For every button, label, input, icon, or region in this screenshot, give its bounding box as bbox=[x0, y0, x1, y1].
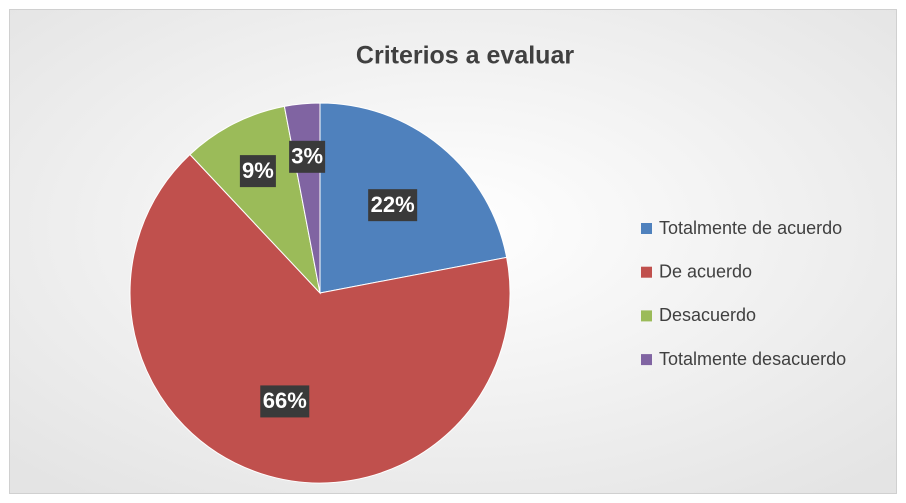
data-label-box bbox=[289, 140, 326, 173]
legend-swatch bbox=[641, 266, 652, 278]
legend-swatch bbox=[641, 354, 652, 366]
chart-title: Criterios a evaluar bbox=[356, 42, 574, 70]
pie-slice bbox=[189, 105, 321, 295]
data-label: 3% bbox=[291, 144, 323, 169]
data-label: 22% bbox=[371, 192, 415, 217]
pie-slice bbox=[129, 153, 511, 484]
legend-label: De acuerdo bbox=[659, 261, 752, 281]
data-label-box bbox=[239, 155, 276, 188]
data-label-box bbox=[260, 385, 310, 418]
legend-swatch bbox=[641, 310, 652, 322]
data-label-box bbox=[368, 189, 418, 222]
legend-label: Totalmente desacuerdo bbox=[659, 349, 846, 369]
legend-label: Totalmente de acuerdo bbox=[659, 218, 842, 238]
data-label: 9% bbox=[242, 158, 274, 183]
data-label: 66% bbox=[263, 388, 307, 413]
legend-label: Desacuerdo bbox=[659, 305, 756, 325]
legend-swatch bbox=[641, 223, 652, 234]
